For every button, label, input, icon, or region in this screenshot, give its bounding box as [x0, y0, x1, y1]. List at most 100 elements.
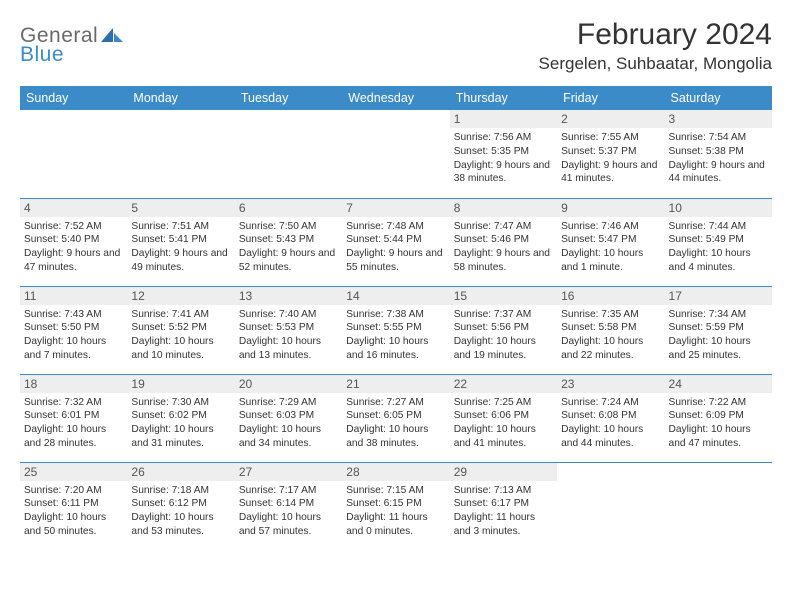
calendar-cell — [557, 462, 664, 550]
sunset-line: Sunset: 5:41 PM — [131, 233, 230, 247]
daylight-line: Daylight: 9 hours and 41 minutes. — [561, 159, 660, 187]
sunrise-line: Sunrise: 7:47 AM — [454, 220, 553, 234]
sunrise-line: Sunrise: 7:41 AM — [131, 308, 230, 322]
calendar-cell: 4Sunrise: 7:52 AMSunset: 5:40 PMDaylight… — [20, 198, 127, 286]
calendar-body: 1Sunrise: 7:56 AMSunset: 5:35 PMDaylight… — [20, 110, 772, 550]
calendar-cell: 3Sunrise: 7:54 AMSunset: 5:38 PMDaylight… — [665, 110, 772, 198]
daylight-line: Daylight: 10 hours and 57 minutes. — [239, 511, 338, 539]
sunset-line: Sunset: 6:02 PM — [131, 409, 230, 423]
weekday-header: Thursday — [450, 86, 557, 110]
daylight-line: Daylight: 10 hours and 4 minutes. — [669, 247, 768, 275]
weekday-header: Wednesday — [342, 86, 449, 110]
calendar-cell — [665, 462, 772, 550]
calendar-cell: 6Sunrise: 7:50 AMSunset: 5:43 PMDaylight… — [235, 198, 342, 286]
sunrise-line: Sunrise: 7:50 AM — [239, 220, 338, 234]
calendar-cell — [342, 110, 449, 198]
sunset-line: Sunset: 5:55 PM — [346, 321, 445, 335]
calendar-cell: 17Sunrise: 7:34 AMSunset: 5:59 PMDayligh… — [665, 286, 772, 374]
sunrise-line: Sunrise: 7:46 AM — [561, 220, 660, 234]
weekday-header: Tuesday — [235, 86, 342, 110]
day-number: 11 — [20, 287, 127, 305]
daylight-line: Daylight: 11 hours and 3 minutes. — [454, 511, 553, 539]
sunset-line: Sunset: 6:12 PM — [131, 497, 230, 511]
month-title: February 2024 — [539, 18, 772, 52]
day-number: 22 — [450, 375, 557, 393]
sunset-line: Sunset: 5:50 PM — [24, 321, 123, 335]
calendar-cell — [127, 110, 234, 198]
sunset-line: Sunset: 6:06 PM — [454, 409, 553, 423]
daylight-line: Daylight: 10 hours and 16 minutes. — [346, 335, 445, 363]
day-number: 9 — [557, 199, 664, 217]
sunset-line: Sunset: 6:08 PM — [561, 409, 660, 423]
daylight-line: Daylight: 9 hours and 47 minutes. — [24, 247, 123, 275]
daylight-line: Daylight: 10 hours and 13 minutes. — [239, 335, 338, 363]
weekday-header: Sunday — [20, 86, 127, 110]
title-block: February 2024 Sergelen, Suhbaatar, Mongo… — [539, 18, 772, 74]
sunrise-line: Sunrise: 7:13 AM — [454, 484, 553, 498]
location: Sergelen, Suhbaatar, Mongolia — [539, 54, 772, 74]
calendar-cell: 27Sunrise: 7:17 AMSunset: 6:14 PMDayligh… — [235, 462, 342, 550]
daylight-line: Daylight: 10 hours and 34 minutes. — [239, 423, 338, 451]
logo-text-blue: Blue — [20, 43, 64, 66]
daylight-line: Daylight: 10 hours and 7 minutes. — [24, 335, 123, 363]
calendar-cell: 28Sunrise: 7:15 AMSunset: 6:15 PMDayligh… — [342, 462, 449, 550]
sunset-line: Sunset: 5:52 PM — [131, 321, 230, 335]
sunset-line: Sunset: 5:38 PM — [669, 145, 768, 159]
daylight-line: Daylight: 10 hours and 19 minutes. — [454, 335, 553, 363]
calendar-table: Sunday Monday Tuesday Wednesday Thursday… — [20, 86, 772, 550]
sunrise-line: Sunrise: 7:37 AM — [454, 308, 553, 322]
daylight-line: Daylight: 10 hours and 10 minutes. — [131, 335, 230, 363]
sunset-line: Sunset: 5:58 PM — [561, 321, 660, 335]
daylight-line: Daylight: 10 hours and 41 minutes. — [454, 423, 553, 451]
calendar-cell: 13Sunrise: 7:40 AMSunset: 5:53 PMDayligh… — [235, 286, 342, 374]
daylight-line: Daylight: 9 hours and 49 minutes. — [131, 247, 230, 275]
sunrise-line: Sunrise: 7:15 AM — [346, 484, 445, 498]
calendar-cell: 26Sunrise: 7:18 AMSunset: 6:12 PMDayligh… — [127, 462, 234, 550]
day-number: 1 — [450, 110, 557, 128]
day-number: 2 — [557, 110, 664, 128]
sunset-line: Sunset: 5:43 PM — [239, 233, 338, 247]
sunset-line: Sunset: 6:05 PM — [346, 409, 445, 423]
day-number: 26 — [127, 463, 234, 481]
sunset-line: Sunset: 5:46 PM — [454, 233, 553, 247]
day-number: 27 — [235, 463, 342, 481]
sunrise-line: Sunrise: 7:32 AM — [24, 396, 123, 410]
sunrise-line: Sunrise: 7:29 AM — [239, 396, 338, 410]
daylight-line: Daylight: 10 hours and 25 minutes. — [669, 335, 768, 363]
day-number: 29 — [450, 463, 557, 481]
calendar-cell: 16Sunrise: 7:35 AMSunset: 5:58 PMDayligh… — [557, 286, 664, 374]
logo: General Blue — [20, 24, 123, 48]
sunrise-line: Sunrise: 7:51 AM — [131, 220, 230, 234]
sunset-line: Sunset: 6:17 PM — [454, 497, 553, 511]
daylight-line: Daylight: 10 hours and 53 minutes. — [131, 511, 230, 539]
sunrise-line: Sunrise: 7:38 AM — [346, 308, 445, 322]
sunset-line: Sunset: 6:11 PM — [24, 497, 123, 511]
day-number: 19 — [127, 375, 234, 393]
sunrise-line: Sunrise: 7:30 AM — [131, 396, 230, 410]
sunset-line: Sunset: 6:15 PM — [346, 497, 445, 511]
header: General Blue February 2024 Sergelen, Suh… — [20, 18, 772, 74]
sunset-line: Sunset: 5:40 PM — [24, 233, 123, 247]
sunset-line: Sunset: 5:44 PM — [346, 233, 445, 247]
calendar-row: 18Sunrise: 7:32 AMSunset: 6:01 PMDayligh… — [20, 374, 772, 462]
sunset-line: Sunset: 6:01 PM — [24, 409, 123, 423]
calendar-cell: 18Sunrise: 7:32 AMSunset: 6:01 PMDayligh… — [20, 374, 127, 462]
sunset-line: Sunset: 5:35 PM — [454, 145, 553, 159]
calendar-cell: 22Sunrise: 7:25 AMSunset: 6:06 PMDayligh… — [450, 374, 557, 462]
day-number: 17 — [665, 287, 772, 305]
sunset-line: Sunset: 5:47 PM — [561, 233, 660, 247]
calendar-cell: 7Sunrise: 7:48 AMSunset: 5:44 PMDaylight… — [342, 198, 449, 286]
calendar-cell: 19Sunrise: 7:30 AMSunset: 6:02 PMDayligh… — [127, 374, 234, 462]
calendar-cell: 12Sunrise: 7:41 AMSunset: 5:52 PMDayligh… — [127, 286, 234, 374]
day-number: 25 — [20, 463, 127, 481]
sunrise-line: Sunrise: 7:55 AM — [561, 131, 660, 145]
sunset-line: Sunset: 5:49 PM — [669, 233, 768, 247]
calendar-cell: 21Sunrise: 7:27 AMSunset: 6:05 PMDayligh… — [342, 374, 449, 462]
calendar-cell: 14Sunrise: 7:38 AMSunset: 5:55 PMDayligh… — [342, 286, 449, 374]
day-number: 3 — [665, 110, 772, 128]
daylight-line: Daylight: 10 hours and 50 minutes. — [24, 511, 123, 539]
calendar-cell — [235, 110, 342, 198]
day-number: 20 — [235, 375, 342, 393]
daylight-line: Daylight: 9 hours and 52 minutes. — [239, 247, 338, 275]
calendar-cell: 25Sunrise: 7:20 AMSunset: 6:11 PMDayligh… — [20, 462, 127, 550]
